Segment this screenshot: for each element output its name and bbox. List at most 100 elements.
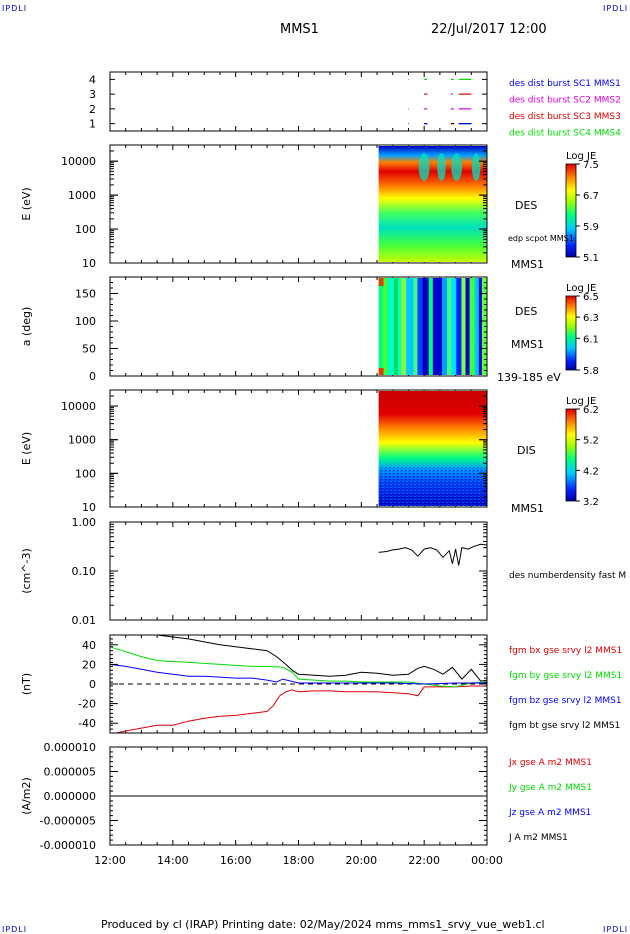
spacecraft-label: MMS1: [511, 258, 544, 271]
heatmap-column: [401, 278, 407, 375]
heatmap-column: [417, 278, 423, 375]
series-line-fgm-by-gse-srvy-l2-mms1: [109, 646, 488, 688]
time-tick-label: 22:00: [408, 854, 440, 867]
legend-entry: Jz gse A m2 MMS1: [508, 808, 591, 818]
legend-entry: des dist burst SC3 MMS3: [509, 112, 621, 122]
instrument-label: DES: [515, 199, 537, 212]
heatmap-cell: [378, 278, 384, 286]
series-line-des-numberdensity-fast-m: [378, 543, 488, 566]
colorbar-tick-label: 6.2: [583, 405, 599, 416]
colorbar-tick-label: 4.2: [583, 466, 599, 477]
heatmap-column: [478, 278, 483, 375]
heatmap-column: [465, 278, 470, 375]
heatmap-column: [432, 278, 443, 375]
panel-frame-overlay: [109, 144, 488, 264]
colorbar-tick-label: 5.9: [583, 222, 599, 233]
y-tick-label: 2: [89, 103, 96, 116]
legend-entry: fgm bt gse srvy l2 MMS1: [509, 721, 620, 731]
series-line-fgm-bz-gse-srvy-l2-mms1: [109, 663, 487, 685]
y-tick-label: 20: [82, 658, 96, 671]
panel-frame: [109, 521, 488, 621]
y-tick-label: 0.000000: [44, 790, 97, 803]
panel-des-pitch: 0 50 100 150 a (deg) Log JE6.5 6.3 6.1 5.8 DES MMS…: [20, 276, 599, 384]
time-axis: 12:00 14:00 16:00 18:00 20:00 22:00 00:00: [94, 854, 503, 867]
y-tick-label: 0: [89, 678, 96, 691]
legend-entry: fgm by gse srvy l2 MMS1: [509, 671, 622, 681]
heatmap-feature: [437, 153, 446, 181]
y-tick-label: 0.000010: [44, 741, 97, 754]
corner-mark-bottom-right: IPDLI: [603, 925, 629, 934]
heatmap-column: [469, 278, 476, 375]
panel-dis-energy: 10 100 1000 10000 E (eV) Log JE6.2 5.2 4.2 3.2 DI…: [20, 389, 599, 515]
colorbar-tick-label: 5.2: [583, 436, 599, 447]
y-axis-label: a (deg): [20, 307, 33, 347]
spacecraft-label: MMS1: [511, 338, 544, 351]
heatmap-band: [378, 146, 487, 262]
heatmap-column: [422, 278, 430, 375]
heatmap-column: [393, 278, 399, 375]
y-tick-label: 100: [75, 467, 96, 480]
y-tick-label: 0: [89, 370, 96, 383]
y-tick-label: 150: [75, 288, 96, 301]
y-tick-label: 50: [82, 343, 96, 356]
panel-density: 0.01 0.10 1.00 (cm^-3) des numberdensity fas…: [20, 516, 626, 627]
colorbar-tick-label: 7.5: [583, 160, 599, 171]
heatmap-cell: [378, 368, 384, 375]
y-tick-label: -0.000005: [40, 815, 96, 828]
y-tick-label: 0.01: [72, 614, 97, 627]
y-tick-label: 1: [89, 118, 96, 131]
colorbar-title: Log JE: [566, 151, 596, 162]
heatmap-column: [387, 278, 395, 375]
colorbar-title: Log JE: [566, 396, 596, 407]
heatmap-column: [413, 278, 418, 375]
y-axis-label: E (eV): [20, 432, 33, 465]
series-line-fgm-bt-gse-srvy-l2-mms1: [157, 634, 488, 682]
heatmap-column: [447, 278, 452, 375]
heatmap-column: [382, 278, 389, 375]
energy-range-label: 139-185 eV: [497, 371, 561, 384]
y-axis-label: (A/m2): [20, 777, 33, 815]
y-tick-label: 3: [89, 88, 96, 101]
y-tick-label: -0.000010: [40, 839, 96, 852]
y-axis-label: (cm^-3): [20, 548, 33, 594]
time-tick-label: 12:00: [94, 854, 126, 867]
y-tick-label: 1.00: [72, 516, 97, 529]
legend-entry: fgm bx gse srvy l2 MMS1: [509, 646, 622, 656]
panel-availability: 1 2 3 4 des dist burst SC1 MMS1 des dist burs…: [89, 71, 621, 139]
colorbar-tick-label: 6.1: [583, 334, 599, 345]
panel-frame: [109, 71, 488, 132]
legend-entry: Jx gse A m2 MMS1: [508, 758, 592, 768]
y-tick-label: 4: [89, 73, 96, 86]
colorbar-tick-label: 5.8: [583, 366, 599, 377]
datetime-title: 22/Jul/2017 12:00: [431, 22, 547, 37]
colorbar: [565, 295, 577, 371]
heatmap-column: [428, 278, 434, 375]
overlay-label: edp scpot MMS1: [508, 234, 574, 243]
colorbar: [565, 163, 577, 258]
heatmap-column: [406, 278, 414, 375]
panel-current-density: -0.000010 -0.000005 0.000000 0.000005 0.0000…: [20, 741, 592, 852]
time-tick-label: 18:00: [283, 854, 315, 867]
colorbar-tick-label: 6.5: [583, 292, 599, 303]
y-tick-label: 1000: [68, 434, 96, 447]
colorbar-tick-label: 3.2: [583, 497, 599, 508]
corner-mark-top-left: IPDLI: [2, 4, 28, 13]
panel-frame-overlay: [109, 71, 488, 132]
heatmap-column: [398, 278, 402, 375]
legend-entry: des dist burst SC4 MMS4: [509, 129, 621, 139]
legend-entry: fgm bz gse srvy l2 MMS1: [509, 696, 622, 706]
spacecraft-title: MMS1: [280, 22, 319, 37]
y-tick-label: -40: [78, 717, 96, 730]
y-axis-label: E (eV): [20, 187, 33, 220]
heatmap-feature: [471, 153, 481, 181]
legend-entry: J A m2 MMS1: [508, 833, 568, 843]
y-tick-label: 1000: [68, 189, 96, 202]
heatmap-noise: [378, 467, 487, 506]
y-tick-label: 100: [75, 315, 96, 328]
y-tick-label: 100: [75, 223, 96, 236]
y-tick-label: -20: [78, 698, 96, 711]
y-tick-label: 40: [82, 639, 96, 652]
heatmap-column: [451, 278, 457, 375]
heatmap-column: [378, 278, 384, 375]
